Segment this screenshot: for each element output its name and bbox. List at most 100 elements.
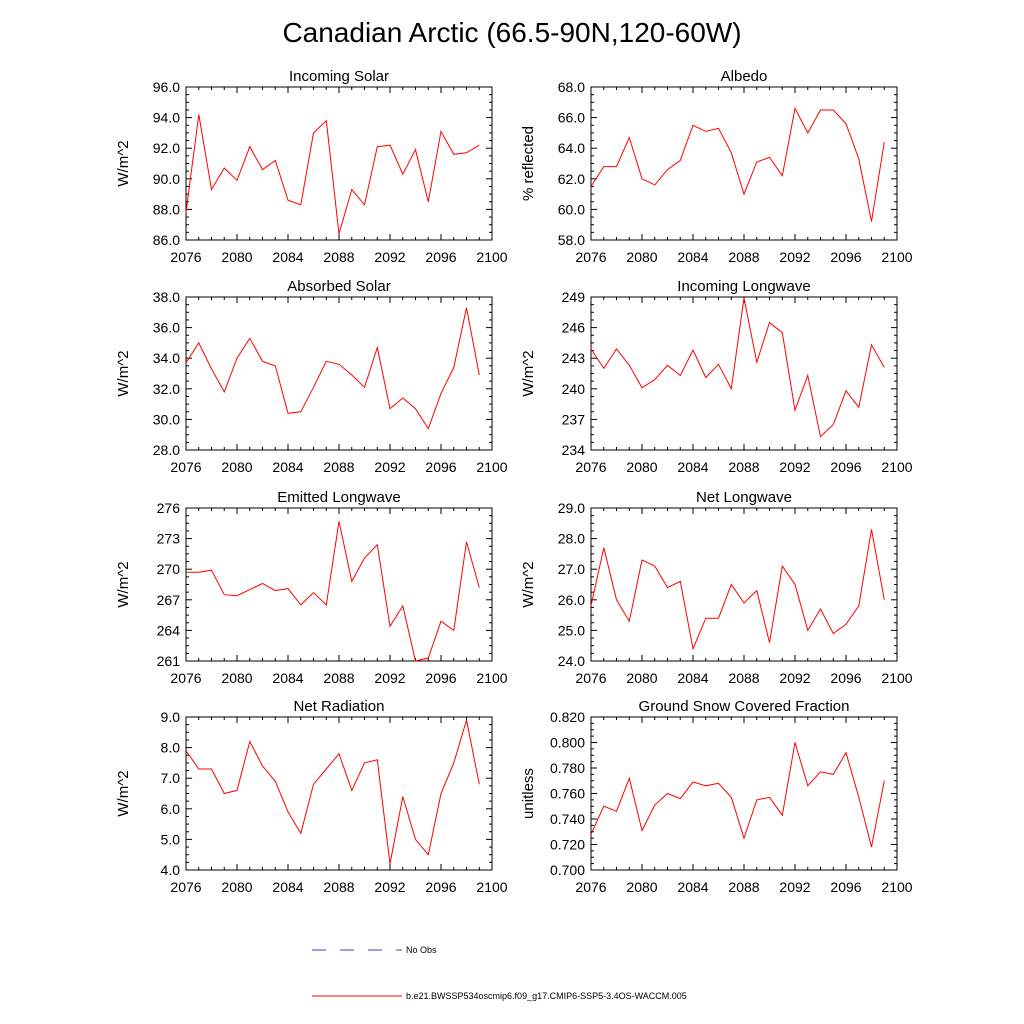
panel-7: Ground Snow Covered Fraction unitless 2076…: [520, 698, 913, 895]
y-tick-label: 4.0: [161, 862, 181, 878]
x-tick-label: 2080: [221, 670, 252, 686]
y-tick-label: 96.0: [153, 79, 180, 95]
x-tick-label: 2092: [374, 879, 405, 895]
x-tick-label: 2080: [626, 249, 657, 265]
y-tick-label: 32.0: [153, 381, 180, 397]
panel-5: Net Longwave W/m^2 2076 2080 2084 2088 2092 209…: [520, 489, 913, 686]
y-tick-label: 234: [562, 442, 586, 458]
series-line: [590, 529, 885, 651]
plot-frame: [185, 507, 493, 662]
x-tick-label: 2088: [728, 249, 759, 265]
y-tick-label: 243: [562, 350, 586, 366]
y-tick-label: 0.720: [550, 837, 585, 853]
series-line: [185, 307, 480, 430]
y-tick-label: 6.0: [161, 801, 181, 817]
y-axis-label: W/m^2: [520, 561, 537, 607]
x-tick-label: 2096: [830, 670, 861, 686]
x-tick-label: 2088: [323, 249, 354, 265]
x-tick-label: 2084: [677, 459, 708, 475]
x-tick-label: 2100: [881, 879, 912, 895]
y-tick-label: 27.0: [558, 561, 585, 577]
x-tick-label: 2080: [626, 459, 657, 475]
x-tick-label: 2100: [476, 670, 507, 686]
panel-title: Net Radiation: [294, 698, 385, 715]
x-tick-label: 2100: [476, 249, 507, 265]
y-tick-label: 26.0: [558, 592, 585, 608]
y-axis-label: W/m^2: [115, 140, 132, 186]
y-tick-label: 267: [157, 592, 181, 608]
x-tick-label: 2088: [728, 459, 759, 475]
x-tick-label: 2096: [425, 879, 456, 895]
x-tick-label: 2076: [170, 249, 201, 265]
x-tick-label: 2092: [374, 670, 405, 686]
x-tick-label: 2080: [221, 459, 252, 475]
plot-frame: [185, 716, 493, 871]
x-tick-label: 2088: [323, 879, 354, 895]
y-tick-label: 28.0: [558, 531, 585, 547]
y-tick-label: 264: [157, 622, 181, 638]
y-tick-label: 249: [562, 289, 586, 305]
y-tick-label: 9.0: [161, 709, 181, 725]
y-tick-label: 58.0: [558, 232, 585, 248]
y-tick-label: 240: [562, 381, 586, 397]
x-tick-label: 2100: [881, 249, 912, 265]
x-tick-label: 2084: [272, 670, 303, 686]
series-line: [185, 114, 480, 235]
y-axis-label: W/m^2: [115, 770, 132, 816]
panel-title: Incoming Solar: [289, 68, 389, 85]
y-tick-label: 94.0: [153, 110, 180, 126]
x-tick-label: 2080: [626, 670, 657, 686]
y-tick-label: 68.0: [558, 79, 585, 95]
x-tick-label: 2084: [272, 459, 303, 475]
y-tick-label: 0.820: [550, 709, 585, 725]
legend: No Obs b.e21.BWSSP534oscmip6.f09_g17.CMI…: [312, 945, 687, 1001]
x-tick-label: 2096: [830, 249, 861, 265]
y-tick-label: 66.0: [558, 110, 585, 126]
x-tick-label: 2084: [272, 879, 303, 895]
y-tick-label: 34.0: [153, 350, 180, 366]
y-tick-label: 60.0: [558, 201, 585, 217]
x-tick-label: 2076: [170, 459, 201, 475]
x-tick-label: 2096: [425, 459, 456, 475]
x-tick-label: 2076: [575, 670, 606, 686]
y-tick-label: 38.0: [153, 289, 180, 305]
x-tick-label: 2088: [728, 879, 759, 895]
x-tick-label: 2100: [881, 670, 912, 686]
x-tick-label: 2092: [779, 459, 810, 475]
y-tick-label: 0.760: [550, 786, 585, 802]
x-tick-label: 2088: [728, 670, 759, 686]
plot-frame: [185, 296, 493, 451]
x-tick-label: 2096: [425, 249, 456, 265]
y-tick-label: 0.740: [550, 811, 585, 827]
panel-0: Incoming Solar W/m^2 2076 2080 2084 2088 2092 2…: [115, 68, 508, 265]
y-tick-label: 0.800: [550, 735, 585, 751]
y-tick-label: 90.0: [153, 171, 180, 187]
y-tick-label: 237: [562, 411, 586, 427]
y-tick-label: 24.0: [558, 653, 585, 669]
panel-title: Incoming Longwave: [677, 278, 810, 295]
panel-title: Ground Snow Covered Fraction: [639, 698, 850, 715]
x-tick-label: 2092: [779, 879, 810, 895]
x-tick-label: 2100: [476, 879, 507, 895]
y-tick-label: 30.0: [153, 411, 180, 427]
y-tick-label: 28.0: [153, 442, 180, 458]
panel-4: Emitted Longwave W/m^2 2076 2080 2084 2088 209…: [115, 489, 508, 686]
panel-title: Albedo: [721, 68, 768, 85]
series-line: [185, 719, 480, 864]
series-line: [590, 297, 885, 438]
x-tick-label: 2084: [677, 670, 708, 686]
x-tick-label: 2084: [677, 249, 708, 265]
panel-6: Net Radiation W/m^2 2076 2080 2084 2088 2092 20…: [115, 698, 508, 895]
x-tick-label: 2084: [677, 879, 708, 895]
y-tick-label: 92.0: [153, 140, 180, 156]
x-tick-label: 2096: [830, 459, 861, 475]
x-tick-label: 2084: [272, 249, 303, 265]
x-tick-label: 2080: [221, 879, 252, 895]
x-tick-label: 2088: [323, 670, 354, 686]
y-axis-label: W/m^2: [115, 350, 132, 396]
y-axis-label: W/m^2: [520, 350, 537, 396]
x-tick-label: 2080: [626, 879, 657, 895]
x-tick-label: 2076: [575, 459, 606, 475]
y-tick-label: 7.0: [161, 770, 181, 786]
x-tick-label: 2080: [221, 249, 252, 265]
